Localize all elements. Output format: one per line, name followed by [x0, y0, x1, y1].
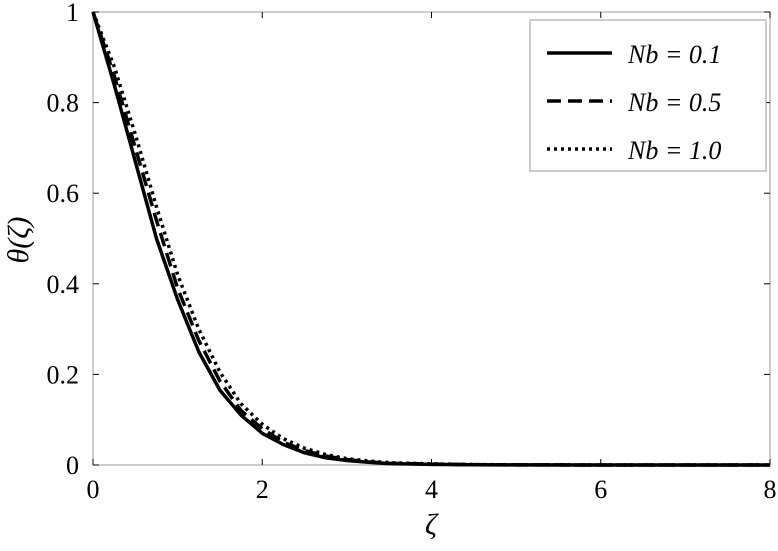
x-axis-label: ζ [425, 508, 439, 541]
y-tick-label: 0.8 [47, 89, 80, 118]
legend-box [529, 19, 767, 172]
legend-label-nb-0-5: Nb = 0.5 [627, 88, 721, 117]
series-line-dotted [91, 11, 770, 467]
legend-label-nb-0-1: Nb = 0.1 [627, 40, 721, 69]
x-tick-label: 8 [764, 475, 777, 504]
y-tick-label: 0 [66, 451, 79, 480]
legend-label-nb-1-0: Nb = 1.0 [627, 136, 721, 165]
x-tick-label: 6 [594, 475, 607, 504]
legend: Nb = 0.1 Nb = 0.5 Nb = 1.0 [529, 19, 767, 172]
series-layer [91, 11, 770, 467]
y-axis-label: θ(ζ) [2, 217, 35, 264]
y-tick-label: 0.4 [47, 270, 80, 299]
x-tick-label: 4 [425, 475, 438, 504]
y-tick-label: 0.2 [47, 360, 80, 389]
y-tick-label: 0.6 [47, 179, 80, 208]
x-tick-label: 0 [87, 475, 100, 504]
y-axis: 0 0.2 0.4 0.6 0.8 1 [47, 0, 770, 480]
series-line-dashed [91, 11, 770, 467]
x-tick-label: 2 [256, 475, 269, 504]
y-tick-label: 1 [66, 0, 79, 27]
